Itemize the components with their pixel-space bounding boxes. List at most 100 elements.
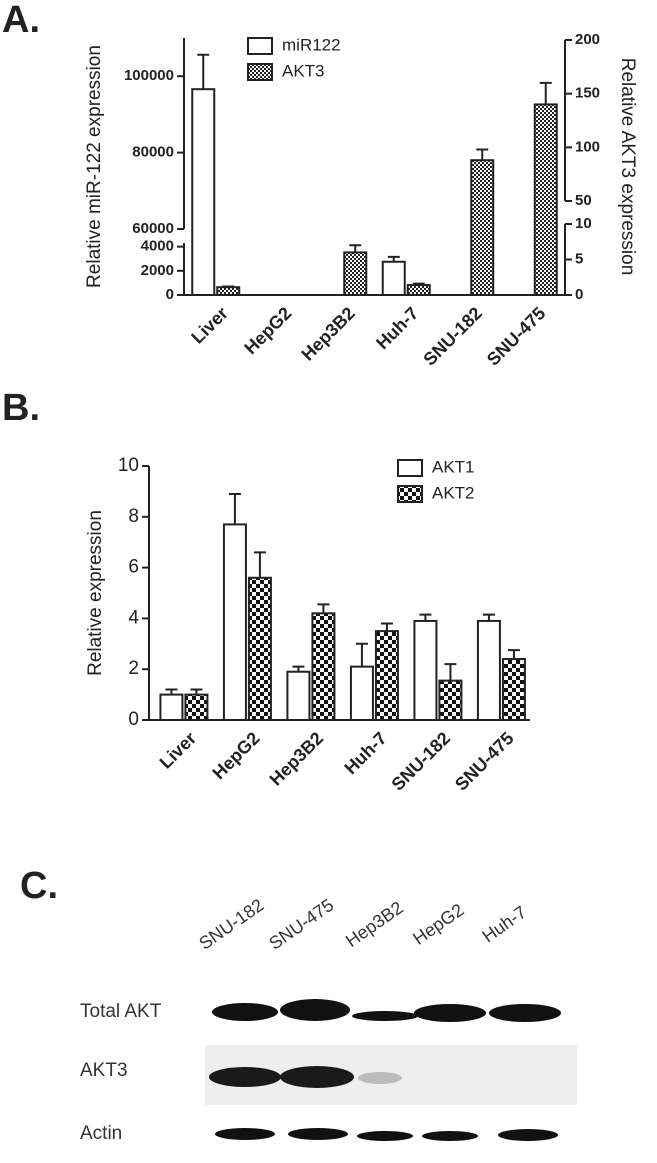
error-bar [228,492,241,525]
x-tick-label: SNU-182 [419,303,485,369]
bar [216,286,241,297]
y2-tick-label: 100 [575,138,600,155]
lane-label: HepG2 [409,900,467,949]
x-tick-label: Huh-7 [340,728,390,778]
band [422,1131,478,1141]
band [358,1072,402,1084]
bar [406,284,431,296]
bar [159,693,184,721]
error-bar [197,53,210,90]
bar [438,679,463,722]
x-tick-label: SNU-182 [388,728,454,794]
legend-label: AKT2 [432,483,475,502]
panel-label: C. [20,865,58,907]
y-tick-label: 8 [128,506,139,527]
y-tick-label: 60000 [132,220,174,237]
y-tick-label: 4000 [141,238,174,255]
error-bar [539,81,552,105]
error-bar [253,551,266,578]
error-bar [222,285,235,288]
legend-label: AKT1 [432,457,475,476]
error-bar [165,688,178,695]
bar [222,523,247,721]
band [352,1011,418,1021]
band [357,1131,413,1141]
legend-swatch [247,63,273,81]
error-bar [419,613,432,621]
legend-swatch [397,459,423,477]
blot [205,999,577,1141]
x-tick-label: SNU-475 [483,303,549,369]
x-tick-label: Hep3B2 [266,728,328,790]
error-bar [190,688,203,695]
error-bar [317,603,330,614]
bar [374,630,399,721]
y-tick-label: 4 [128,607,139,628]
bar [349,665,374,721]
band [288,1128,348,1140]
row-label: Actin [80,1123,122,1144]
legend-label: miR122 [282,35,341,54]
band [212,1003,278,1021]
y2-tick-label: 200 [575,31,600,48]
error-bar [412,282,425,286]
bar [476,619,501,721]
y-axis-label: Relative expression [85,510,106,676]
row-label: Total AKT [80,1001,162,1022]
band [280,1066,354,1088]
lane-label: SNU-182 [195,895,267,954]
y-tick-label: 6 [128,557,139,578]
bar [311,612,336,722]
error-bar [507,649,520,660]
bar [286,670,311,721]
y-axis-label: Relative miR-122 expression [84,45,105,288]
error-bar [355,642,368,667]
panel-label: A. [2,0,40,41]
x-tick-label: Liver [187,303,232,348]
y-tick-label: 2000 [141,262,174,279]
bar [191,88,216,296]
row-label: AKT3 [80,1060,128,1081]
error-bar [444,663,457,681]
y-tick-label: 100000 [124,67,174,84]
x-tick-label: Hep3B2 [297,303,359,365]
x-tick-label: Huh-7 [372,303,422,353]
x-tick-label: Liver [156,728,201,773]
panel-label: B. [2,387,40,429]
bar [501,658,526,721]
bar [184,693,209,721]
bar [413,619,438,721]
error-bar [387,255,400,262]
y-tick-label: 10 [118,455,139,476]
lane-label: Hep3B2 [342,897,407,951]
y2-tick-label: 5 [575,250,583,267]
error-bar [476,148,489,161]
band [489,1004,561,1022]
y2-tick-label: 150 [575,85,600,102]
bar [470,159,495,296]
bar [533,103,558,297]
y2-tick-label: 0 [575,286,583,303]
bar [343,251,368,296]
error-bar [380,622,393,632]
y-tick-label: 80000 [132,144,174,161]
error-bar [482,613,495,621]
error-bar [349,244,362,253]
band [215,1128,275,1140]
band [209,1067,281,1087]
bar [381,260,406,296]
band [414,1004,486,1022]
y2-tick-label: 10 [575,215,592,232]
legend-label: AKT3 [282,61,325,80]
error-bar [292,665,305,672]
x-tick-label: HepG2 [208,728,263,783]
lane-label: Huh-7 [479,902,531,947]
band [280,999,350,1021]
y-tick-label: 2 [128,658,139,679]
y-tick-label: 0 [166,286,174,303]
bar [247,576,272,722]
y-tick-label: 0 [128,709,139,730]
legend-swatch [247,37,273,55]
x-tick-label: HepG2 [240,303,295,358]
